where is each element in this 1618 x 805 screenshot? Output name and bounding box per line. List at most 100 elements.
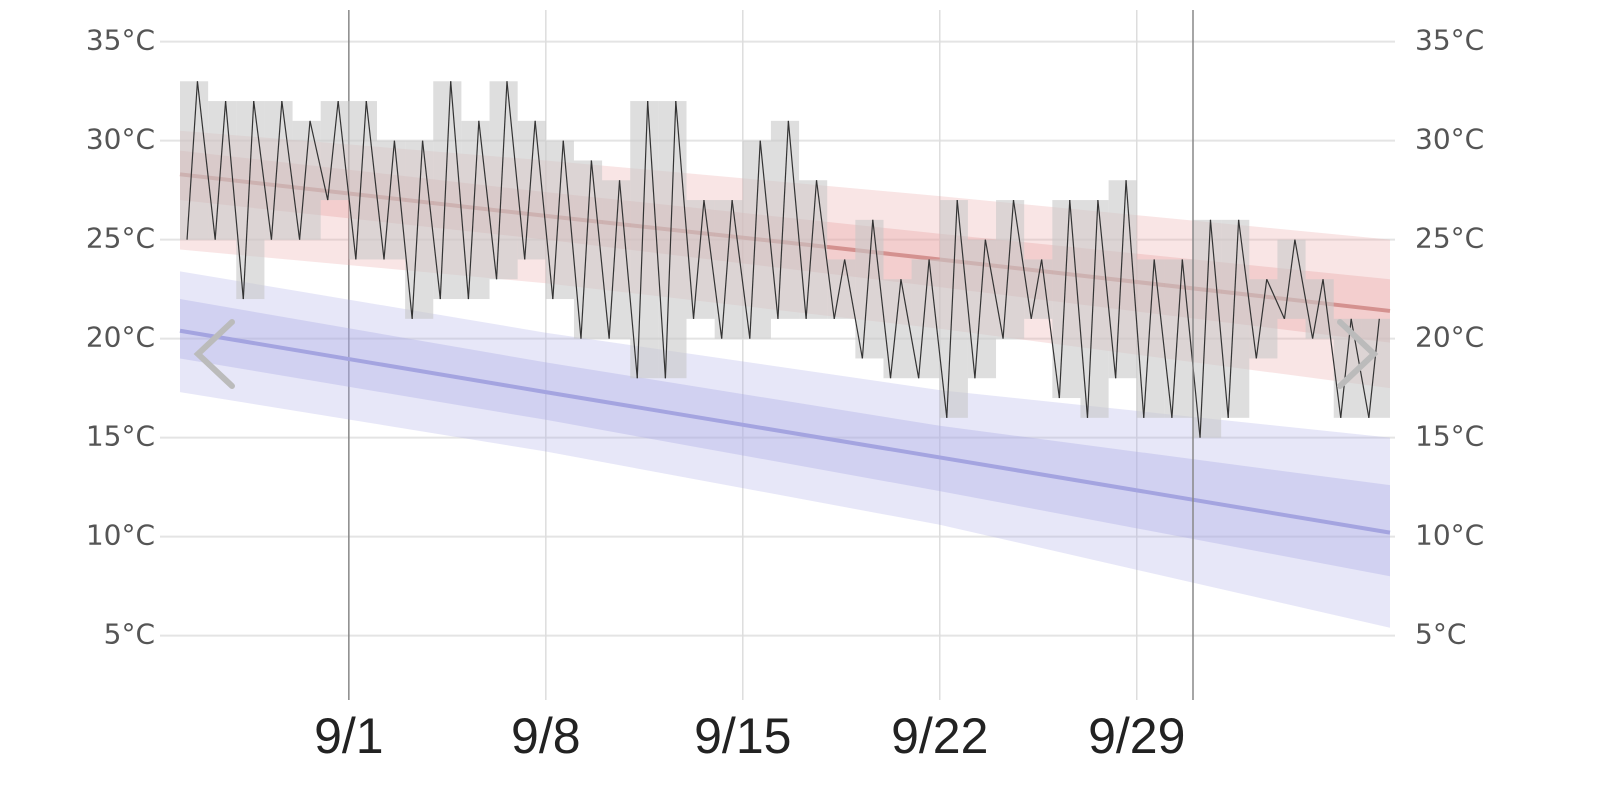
- observed-rise: [636, 101, 649, 379]
- observed-range: [405, 140, 434, 319]
- observed-fall: [844, 259, 863, 359]
- observed-range: [630, 101, 659, 379]
- observed-fall: [675, 101, 695, 319]
- observed-fall: [421, 140, 441, 300]
- observed-rise: [1143, 259, 1155, 418]
- observed-range: [827, 259, 856, 319]
- observed-rise: [383, 140, 396, 260]
- observed-rise: [186, 81, 199, 240]
- observed-fall: [365, 101, 385, 260]
- observed-range: [1193, 219, 1222, 438]
- y-tick-label-right: 30°C: [1415, 123, 1484, 156]
- observed-fall: [1125, 180, 1145, 418]
- observed-fall: [872, 219, 892, 379]
- observed-rise: [1283, 239, 1296, 319]
- observed-fall: [703, 199, 723, 339]
- y-tick-label-right: 25°C: [1415, 222, 1484, 255]
- observed-fall: [337, 101, 357, 260]
- observed-fall: [956, 199, 976, 379]
- observed-range: [1249, 279, 1278, 359]
- observed-fall: [647, 101, 667, 379]
- observed-fall: [1294, 239, 1314, 339]
- x-tick-label: 9/29: [1088, 708, 1185, 764]
- observed-range: [996, 200, 1025, 339]
- observed-rise: [439, 81, 452, 300]
- observed-rise: [1002, 200, 1015, 339]
- observed-range: [489, 81, 518, 280]
- observed-fall: [478, 120, 498, 280]
- observed-fall: [1097, 199, 1117, 379]
- observed-fall: [900, 279, 920, 379]
- observed-range: [742, 140, 771, 339]
- y-tick-label: 10°C: [86, 519, 155, 552]
- y-tick-label-right: 15°C: [1415, 420, 1484, 453]
- observed-range: [1164, 259, 1194, 418]
- observed-rise: [1255, 279, 1268, 359]
- observed-fall: [815, 180, 835, 319]
- observed-range: [686, 200, 715, 319]
- observed-fall: [562, 140, 582, 339]
- observed-range: [770, 120, 800, 319]
- observed-range: [714, 200, 743, 339]
- observed-rise: [214, 101, 227, 240]
- prev-arrow[interactable]: [193, 319, 235, 389]
- observed-range: [1052, 200, 1081, 399]
- next-arrow[interactable]: [1337, 319, 1379, 389]
- observed-rise: [1368, 318, 1380, 418]
- observed-fall: [253, 100, 273, 240]
- observed-fall: [309, 120, 329, 201]
- observed-range: [939, 200, 968, 418]
- observed-fall: [759, 140, 779, 319]
- observed-rise: [1030, 259, 1043, 319]
- y-tick-label-right: 35°C: [1415, 24, 1484, 57]
- observed-range: [180, 81, 209, 240]
- observed-range: [911, 259, 940, 379]
- observed-rise: [298, 120, 311, 240]
- observed-range: [1277, 239, 1306, 319]
- observed-rise: [327, 101, 339, 201]
- observed-range: [658, 101, 687, 379]
- observed-rise: [664, 101, 677, 379]
- observed-rise: [946, 200, 958, 418]
- observed-rise: [692, 200, 705, 319]
- y-tick-label: 20°C: [86, 321, 155, 354]
- x-tick-label: 9/1: [314, 708, 384, 764]
- observed-fall: [731, 199, 751, 339]
- observed-fall: [787, 120, 807, 319]
- y-tick-label-right: 20°C: [1415, 321, 1484, 354]
- labels: 5°C 5°C 10°C 10°C 15°C 15°C 20°C 20°C 25°C 25°C 30…: [86, 24, 1484, 765]
- observed-rise: [833, 259, 846, 319]
- y-tick-label-right: 5°C: [1415, 618, 1466, 651]
- observed-rise: [721, 200, 733, 339]
- observed-range: [855, 219, 884, 359]
- observed-rise: [1227, 219, 1240, 418]
- observed-fall: [1041, 259, 1060, 399]
- observed-fall: [534, 120, 554, 300]
- observed-fall: [450, 81, 470, 300]
- x-tick-label: 9/22: [891, 708, 988, 764]
- observed-fall: [506, 81, 526, 260]
- observed-fall: [224, 101, 244, 300]
- observed-fall: [928, 259, 948, 418]
- observed-range: [236, 101, 265, 300]
- x-tick-label: 9/8: [511, 708, 581, 764]
- y-tick-label: 5°C: [104, 618, 155, 651]
- observed-fall: [590, 160, 610, 339]
- observed-fall: [1209, 219, 1229, 418]
- observed-rise: [805, 180, 818, 319]
- observed-rise: [749, 140, 761, 339]
- x-tick-label: 9/15: [694, 708, 791, 764]
- observed-rise: [918, 259, 930, 379]
- observed-fall: [1238, 219, 1257, 359]
- y-tick-label: 30°C: [86, 123, 155, 156]
- observed-rise: [524, 120, 536, 260]
- observed-range: [461, 120, 490, 300]
- observed-rise: [495, 81, 508, 280]
- observed-rise: [861, 219, 874, 359]
- observed-fall: [984, 239, 1004, 339]
- observed-range: [967, 239, 997, 379]
- observed-fall: [618, 180, 638, 379]
- observed-rise: [1086, 200, 1099, 418]
